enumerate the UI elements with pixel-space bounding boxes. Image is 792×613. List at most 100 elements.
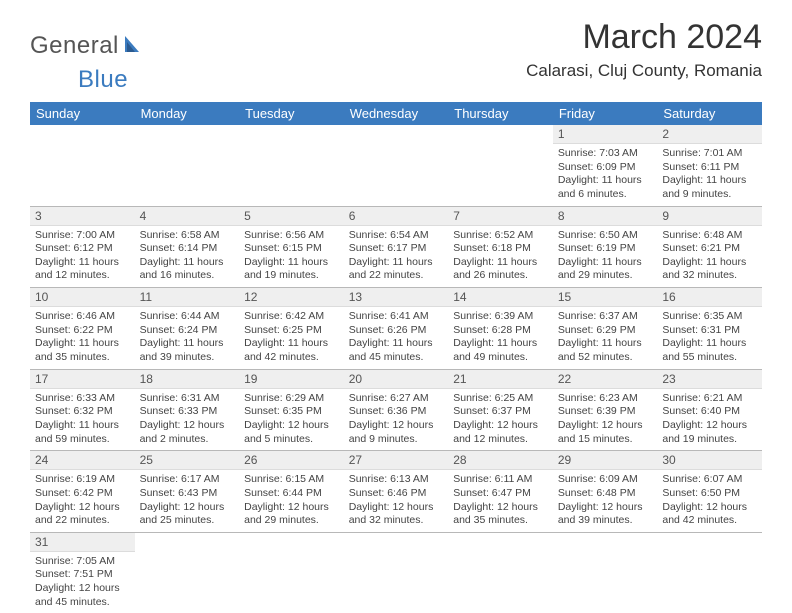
day-number: 21 bbox=[448, 370, 553, 389]
sunset: Sunset: 6:26 PM bbox=[349, 324, 444, 338]
daylight: Daylight: 12 hours and 5 minutes. bbox=[244, 419, 339, 446]
calendar-cell: 23Sunrise: 6:21 AMSunset: 6:40 PMDayligh… bbox=[657, 369, 762, 451]
sunset: Sunset: 6:19 PM bbox=[558, 242, 653, 256]
calendar-cell: 5Sunrise: 6:56 AMSunset: 6:15 PMDaylight… bbox=[239, 206, 344, 288]
day-info: Sunrise: 6:35 AMSunset: 6:31 PMDaylight:… bbox=[657, 307, 762, 369]
calendar-cell: 3Sunrise: 7:00 AMSunset: 6:12 PMDaylight… bbox=[30, 206, 135, 288]
sunset: Sunset: 6:11 PM bbox=[662, 161, 757, 175]
day-info: Sunrise: 6:41 AMSunset: 6:26 PMDaylight:… bbox=[344, 307, 449, 369]
sunrise: Sunrise: 6:42 AM bbox=[244, 310, 339, 324]
calendar-cell bbox=[30, 125, 135, 206]
calendar-cell: 27Sunrise: 6:13 AMSunset: 6:46 PMDayligh… bbox=[344, 451, 449, 533]
day-info: Sunrise: 6:46 AMSunset: 6:22 PMDaylight:… bbox=[30, 307, 135, 369]
calendar-cell bbox=[553, 532, 658, 613]
calendar-cell: 14Sunrise: 6:39 AMSunset: 6:28 PMDayligh… bbox=[448, 288, 553, 370]
daylight: Daylight: 11 hours and 35 minutes. bbox=[35, 337, 130, 364]
calendar-cell: 21Sunrise: 6:25 AMSunset: 6:37 PMDayligh… bbox=[448, 369, 553, 451]
day-info: Sunrise: 6:15 AMSunset: 6:44 PMDaylight:… bbox=[239, 470, 344, 532]
day-info: Sunrise: 6:27 AMSunset: 6:36 PMDaylight:… bbox=[344, 389, 449, 451]
sunset: Sunset: 6:17 PM bbox=[349, 242, 444, 256]
day-info: Sunrise: 6:25 AMSunset: 6:37 PMDaylight:… bbox=[448, 389, 553, 451]
day-number: 26 bbox=[239, 451, 344, 470]
sunset: Sunset: 6:40 PM bbox=[662, 405, 757, 419]
weekday-header: Friday bbox=[553, 102, 658, 125]
logo-sail-icon bbox=[123, 34, 145, 59]
daylight: Daylight: 11 hours and 32 minutes. bbox=[662, 256, 757, 283]
day-info: Sunrise: 6:56 AMSunset: 6:15 PMDaylight:… bbox=[239, 226, 344, 288]
daylight: Daylight: 12 hours and 29 minutes. bbox=[244, 501, 339, 528]
daylight: Daylight: 12 hours and 32 minutes. bbox=[349, 501, 444, 528]
calendar-cell: 13Sunrise: 6:41 AMSunset: 6:26 PMDayligh… bbox=[344, 288, 449, 370]
sunrise: Sunrise: 6:52 AM bbox=[453, 229, 548, 243]
calendar-cell: 20Sunrise: 6:27 AMSunset: 6:36 PMDayligh… bbox=[344, 369, 449, 451]
sunrise: Sunrise: 6:33 AM bbox=[35, 392, 130, 406]
calendar-cell: 2Sunrise: 7:01 AMSunset: 6:11 PMDaylight… bbox=[657, 125, 762, 206]
logo: General bbox=[30, 18, 147, 60]
calendar-cell bbox=[239, 125, 344, 206]
sunrise: Sunrise: 6:54 AM bbox=[349, 229, 444, 243]
day-number: 27 bbox=[344, 451, 449, 470]
weekday-header: Tuesday bbox=[239, 102, 344, 125]
calendar-cell: 10Sunrise: 6:46 AMSunset: 6:22 PMDayligh… bbox=[30, 288, 135, 370]
sunset: Sunset: 6:42 PM bbox=[35, 487, 130, 501]
sunset: Sunset: 6:47 PM bbox=[453, 487, 548, 501]
day-number: 15 bbox=[553, 288, 658, 307]
day-number: 8 bbox=[553, 207, 658, 226]
sunrise: Sunrise: 6:17 AM bbox=[140, 473, 235, 487]
day-info: Sunrise: 7:03 AMSunset: 6:09 PMDaylight:… bbox=[553, 144, 658, 206]
sunset: Sunset: 6:18 PM bbox=[453, 242, 548, 256]
calendar-cell: 17Sunrise: 6:33 AMSunset: 6:32 PMDayligh… bbox=[30, 369, 135, 451]
day-number: 16 bbox=[657, 288, 762, 307]
sunrise: Sunrise: 6:29 AM bbox=[244, 392, 339, 406]
calendar-cell bbox=[657, 532, 762, 613]
calendar-cell bbox=[448, 532, 553, 613]
calendar-cell: 16Sunrise: 6:35 AMSunset: 6:31 PMDayligh… bbox=[657, 288, 762, 370]
calendar-cell bbox=[448, 125, 553, 206]
daylight: Daylight: 11 hours and 52 minutes. bbox=[558, 337, 653, 364]
calendar-cell bbox=[135, 532, 240, 613]
day-info: Sunrise: 6:23 AMSunset: 6:39 PMDaylight:… bbox=[553, 389, 658, 451]
calendar-cell: 22Sunrise: 6:23 AMSunset: 6:39 PMDayligh… bbox=[553, 369, 658, 451]
sunrise: Sunrise: 6:56 AM bbox=[244, 229, 339, 243]
sunrise: Sunrise: 6:41 AM bbox=[349, 310, 444, 324]
day-number: 1 bbox=[553, 125, 658, 144]
daylight: Daylight: 11 hours and 29 minutes. bbox=[558, 256, 653, 283]
day-info: Sunrise: 6:07 AMSunset: 6:50 PMDaylight:… bbox=[657, 470, 762, 532]
sunrise: Sunrise: 6:19 AM bbox=[35, 473, 130, 487]
calendar-cell: 15Sunrise: 6:37 AMSunset: 6:29 PMDayligh… bbox=[553, 288, 658, 370]
sunset: Sunset: 6:35 PM bbox=[244, 405, 339, 419]
calendar-body: 1Sunrise: 7:03 AMSunset: 6:09 PMDaylight… bbox=[30, 125, 762, 613]
day-number: 22 bbox=[553, 370, 658, 389]
sunset: Sunset: 6:09 PM bbox=[558, 161, 653, 175]
sunset: Sunset: 7:51 PM bbox=[35, 568, 130, 582]
daylight: Daylight: 12 hours and 2 minutes. bbox=[140, 419, 235, 446]
sunrise: Sunrise: 6:21 AM bbox=[662, 392, 757, 406]
location: Calarasi, Cluj County, Romania bbox=[526, 61, 762, 81]
day-info: Sunrise: 7:01 AMSunset: 6:11 PMDaylight:… bbox=[657, 144, 762, 206]
day-number: 30 bbox=[657, 451, 762, 470]
sunset: Sunset: 6:44 PM bbox=[244, 487, 339, 501]
calendar-cell: 1Sunrise: 7:03 AMSunset: 6:09 PMDaylight… bbox=[553, 125, 658, 206]
daylight: Daylight: 11 hours and 12 minutes. bbox=[35, 256, 130, 283]
daylight: Daylight: 11 hours and 6 minutes. bbox=[558, 174, 653, 201]
weekday-header: Saturday bbox=[657, 102, 762, 125]
sunrise: Sunrise: 7:00 AM bbox=[35, 229, 130, 243]
sunrise: Sunrise: 6:44 AM bbox=[140, 310, 235, 324]
daylight: Daylight: 12 hours and 15 minutes. bbox=[558, 419, 653, 446]
sunset: Sunset: 6:28 PM bbox=[453, 324, 548, 338]
sunrise: Sunrise: 6:15 AM bbox=[244, 473, 339, 487]
daylight: Daylight: 12 hours and 12 minutes. bbox=[453, 419, 548, 446]
daylight: Daylight: 11 hours and 19 minutes. bbox=[244, 256, 339, 283]
daylight: Daylight: 11 hours and 59 minutes. bbox=[35, 419, 130, 446]
logo-text-blue: Blue bbox=[78, 66, 128, 94]
calendar-cell: 29Sunrise: 6:09 AMSunset: 6:48 PMDayligh… bbox=[553, 451, 658, 533]
daylight: Daylight: 12 hours and 45 minutes. bbox=[35, 582, 130, 609]
sunset: Sunset: 6:43 PM bbox=[140, 487, 235, 501]
sunrise: Sunrise: 6:27 AM bbox=[349, 392, 444, 406]
calendar-cell: 12Sunrise: 6:42 AMSunset: 6:25 PMDayligh… bbox=[239, 288, 344, 370]
daylight: Daylight: 11 hours and 49 minutes. bbox=[453, 337, 548, 364]
calendar-cell: 4Sunrise: 6:58 AMSunset: 6:14 PMDaylight… bbox=[135, 206, 240, 288]
day-number: 20 bbox=[344, 370, 449, 389]
sunrise: Sunrise: 6:39 AM bbox=[453, 310, 548, 324]
calendar-cell: 9Sunrise: 6:48 AMSunset: 6:21 PMDaylight… bbox=[657, 206, 762, 288]
